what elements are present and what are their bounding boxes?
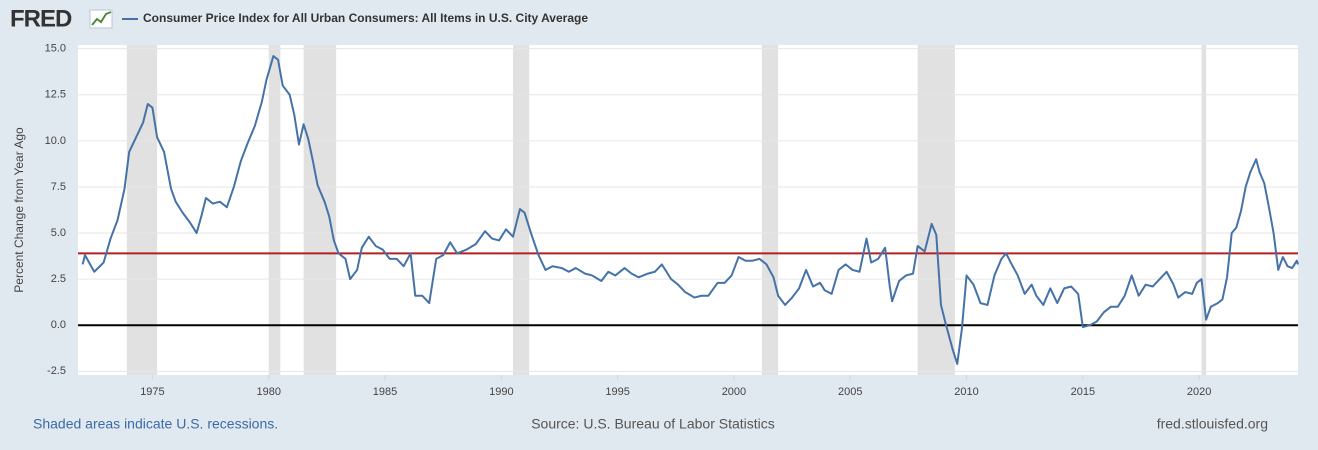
x-tick-label: 1990 — [489, 386, 513, 398]
x-tick-label: 2015 — [1071, 386, 1095, 398]
y-tick-label: 5.0 — [51, 227, 66, 239]
y-tick-label: 2.5 — [51, 273, 66, 285]
y-tick-label: 7.5 — [51, 181, 66, 193]
y-tick-label: 0.0 — [51, 319, 66, 331]
y-tick-label: 15.0 — [45, 43, 66, 55]
x-tick-label: 2010 — [954, 386, 978, 398]
logo-icon — [89, 9, 113, 29]
x-tick-label: 1985 — [373, 386, 397, 398]
y-axis-label: Percent Change from Year Ago — [12, 127, 26, 293]
x-tick-label: 2000 — [722, 386, 746, 398]
x-tick-label: 2020 — [1187, 386, 1211, 398]
website: fred.stlouisfed.org — [1157, 416, 1268, 432]
source: Source: U.S. Bureau of Labor Statistics — [531, 416, 775, 432]
x-tick-label: 1975 — [140, 386, 164, 398]
recession-band — [917, 45, 955, 375]
x-tick-label: 1995 — [605, 386, 629, 398]
recession-band — [126, 45, 158, 375]
note: Shaded areas indicate U.S. recessions. — [33, 416, 278, 432]
y-tick-label: 12.5 — [45, 89, 66, 101]
y-tick-label: -2.5 — [47, 365, 66, 377]
data-line — [81, 55, 1299, 365]
recession-band — [303, 45, 337, 375]
y-tick-label: 10.0 — [45, 135, 66, 147]
recession-band — [761, 45, 779, 375]
x-tick-label: 2005 — [838, 386, 862, 398]
recession-band — [1201, 45, 1207, 375]
legend-label: Consumer Price Index for All Urban Consu… — [143, 11, 588, 25]
x-tick-label: 1980 — [256, 386, 280, 398]
logo: FRED — [10, 5, 72, 32]
plot-area — [78, 45, 1298, 375]
recession-band — [268, 45, 281, 375]
